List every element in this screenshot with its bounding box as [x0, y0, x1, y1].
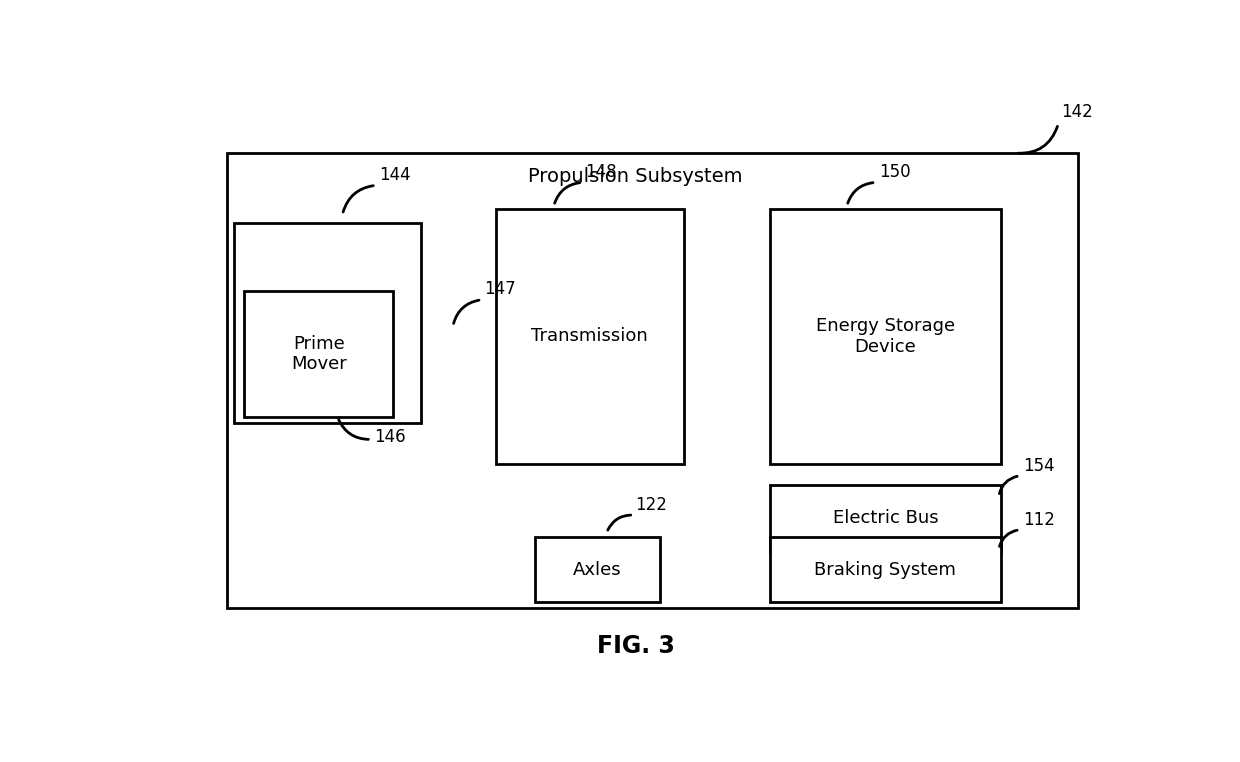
Text: 147: 147	[485, 280, 516, 298]
Bar	[234, 223, 422, 423]
Text: 112: 112	[1023, 511, 1055, 529]
Text: 146: 146	[374, 428, 405, 447]
Bar	[534, 537, 660, 602]
Text: 154: 154	[1023, 456, 1054, 475]
Bar	[770, 485, 1001, 552]
Text: Engine: Engine	[296, 314, 358, 332]
Text: Transmission: Transmission	[532, 328, 649, 345]
Bar	[770, 209, 1001, 464]
Bar	[227, 153, 1078, 608]
Text: Braking System: Braking System	[815, 561, 956, 578]
Bar	[770, 537, 1001, 602]
Text: 142: 142	[1061, 103, 1092, 121]
Text: 122: 122	[635, 496, 667, 514]
Text: Propulsion Subsystem: Propulsion Subsystem	[528, 167, 743, 186]
Bar	[244, 291, 393, 417]
Text: 148: 148	[585, 163, 618, 181]
Text: 150: 150	[879, 163, 910, 181]
Text: Electric Bus: Electric Bus	[832, 509, 939, 527]
Text: Energy Storage
Device: Energy Storage Device	[816, 317, 955, 356]
Text: FIG. 3: FIG. 3	[596, 634, 675, 658]
Text: 144: 144	[379, 166, 410, 184]
Bar	[496, 209, 683, 464]
Text: Prime
Mover: Prime Mover	[291, 335, 347, 373]
Text: Axles: Axles	[573, 561, 621, 578]
